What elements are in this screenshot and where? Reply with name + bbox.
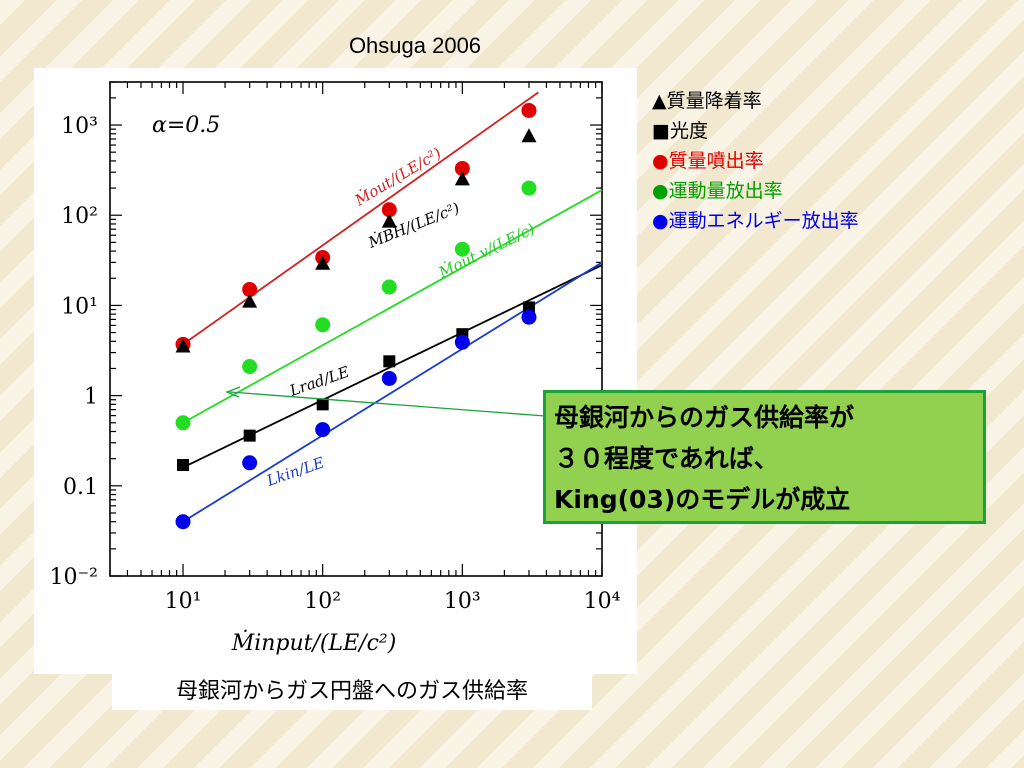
data-point-circle [242,455,258,471]
plot-frame [109,81,603,577]
data-point-square [383,355,396,368]
data-point-circle [521,180,537,196]
data-point-circle [315,422,331,438]
data-point-circle [454,241,470,257]
data-point-circle [381,279,397,295]
chart-svg: 10³ 10² 10¹ 1 0.1 10⁻² 10¹ 10² 10³ 10⁴ Ṁout/(LE/… [50,81,621,656]
series-label: ṀBH/(LE/c²) [365,199,462,252]
data-point-circle [454,334,470,350]
legend-item-kinetic: ●運動エネルギー放出率 [652,210,859,232]
x-axis-label: Ṁinput/(LE/c²) [231,629,397,656]
legend-item-accretion: ▲質量降着率 [652,90,762,112]
data-point-circle [381,370,397,386]
x-tick-label: 10⁴ [584,589,621,614]
data-point-triangle [315,255,331,270]
series-label: Ṁout/(LE/c²) [351,144,445,210]
fit-line [182,91,539,346]
y-tick-label: 10³ [61,114,98,139]
x-tick-label: 10¹ [165,589,202,614]
data-point-square [177,459,190,472]
series-label: Lrad/LE [286,363,351,400]
data-point-square [243,429,256,442]
plot-border [109,81,603,577]
alpha-annotation: α=0.5 [152,113,220,138]
legend-item-luminosity: ■光度 [652,120,708,142]
data-marks [175,102,537,530]
chart-caption: 母銀河からガス円盤へのガス供給率 [112,674,592,710]
data-point-circle [242,282,258,298]
data-point-circle [242,359,258,375]
callout-line-3: King(03)のモデルが成立 [554,485,851,514]
data-point-circle [315,317,331,333]
callout-arrow [229,391,546,417]
series-labels: Ṁout/(LE/c²)ṀBH/(LE/c²)Ṁout v/(LE/c) Lrad… [263,144,537,490]
data-point-circle [381,202,397,218]
data-point-triangle [454,171,470,186]
callout-line-2: ３０程度であれば、 [554,444,779,473]
data-point-square [316,398,329,411]
callout-arrow-head [225,386,241,398]
y-tick-label: 10² [61,204,98,229]
callout-box: 母銀河からのガス供給率が ３０程度であれば、 King(03)のモデルが成立 [543,390,986,524]
callout-line-1: 母銀河からのガス供給率が [554,403,855,432]
x-tick-label: 10² [304,589,341,614]
legend-item-momentum: ●運動量放出率 [652,180,783,202]
series-label: Lkin/LE [263,453,326,490]
chart-panel: 10³ 10² 10¹ 1 0.1 10⁻² 10¹ 10² 10³ 10⁴ Ṁout/(LE/… [34,68,637,674]
data-point-circle [454,160,470,176]
y-tick-label: 10¹ [61,294,98,319]
data-point-triangle [175,338,191,353]
data-point-circle [175,415,191,431]
y-tick-label: 10⁻² [50,565,98,590]
x-tick-label: 10³ [444,589,481,614]
legend-item-outflow: ●質量噴出率 [652,150,764,172]
series-label: Ṁout v/(LE/c) [435,220,538,282]
slide-title: Ohsuga 2006 [348,33,482,58]
data-point-circle [521,102,537,118]
legend: ▲質量降着率 ■光度 ●質量噴出率 ●運動量放出率 ●運動エネルギー放出率 [652,86,859,236]
y-tick-label: 1 [84,385,98,410]
fit-line [182,189,602,424]
data-point-triangle [242,293,258,308]
data-point-triangle [381,213,397,228]
data-point-circle [521,309,537,325]
x-tick-labels: 10¹ 10² 10³ 10⁴ [165,589,621,614]
y-tick-labels: 10³ 10² 10¹ 1 0.1 10⁻² [50,114,98,590]
y-tick-label: 0.1 [63,475,98,500]
data-point-circle [175,514,191,530]
data-point-triangle [521,128,537,143]
